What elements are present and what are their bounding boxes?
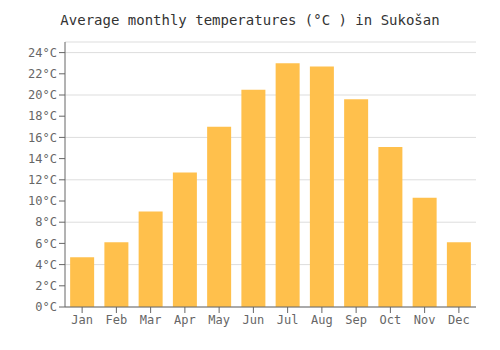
svg-text:Mar: Mar xyxy=(140,313,162,327)
svg-text:4°C: 4°C xyxy=(35,258,57,272)
svg-text:Jun: Jun xyxy=(243,313,265,327)
svg-text:Aug: Aug xyxy=(311,313,333,327)
svg-text:16°C: 16°C xyxy=(28,131,57,145)
svg-text:Nov: Nov xyxy=(414,313,436,327)
svg-text:Jul: Jul xyxy=(277,313,299,327)
svg-text:Jan: Jan xyxy=(71,313,93,327)
svg-text:12°C: 12°C xyxy=(28,173,57,187)
svg-text:Oct: Oct xyxy=(380,313,402,327)
svg-text:8°C: 8°C xyxy=(35,215,57,229)
svg-text:0°C: 0°C xyxy=(35,300,57,314)
svg-text:6°C: 6°C xyxy=(35,237,57,251)
svg-text:2°C: 2°C xyxy=(35,279,57,293)
svg-text:Feb: Feb xyxy=(106,313,128,327)
svg-text:14°C: 14°C xyxy=(28,152,57,166)
svg-text:10°C: 10°C xyxy=(28,194,57,208)
svg-text:Apr: Apr xyxy=(174,313,196,327)
svg-text:24°C: 24°C xyxy=(28,46,57,60)
svg-text:Dec: Dec xyxy=(448,313,470,327)
svg-text:20°C: 20°C xyxy=(28,88,57,102)
html-text:Average monthly temperatures (: Average monthly temperatures (°C ) in Su… xyxy=(60,12,440,28)
svg-text:May: May xyxy=(208,313,230,327)
svg-text:Sep: Sep xyxy=(345,313,367,327)
svg-text:18°C: 18°C xyxy=(28,109,57,123)
svg-text:22°C: 22°C xyxy=(28,67,57,81)
